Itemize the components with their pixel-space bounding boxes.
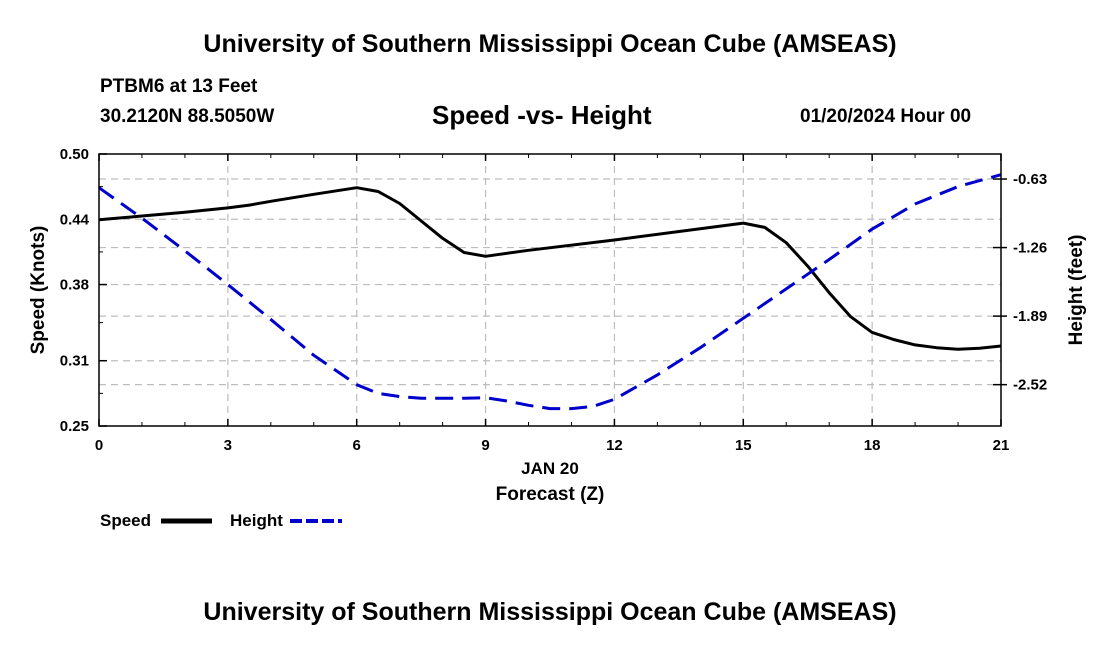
chart-title: University of Southern Mississippi Ocean…	[203, 30, 897, 58]
y-left-tick-label: 0.31	[60, 353, 89, 370]
legend: Speed Height	[100, 511, 342, 530]
x-tick-label: 12	[606, 437, 623, 454]
y-left-tick-label: 0.25	[60, 418, 89, 435]
x-tick-label: 0	[95, 437, 103, 454]
plot-frame	[98, 153, 1002, 427]
coordinates-label: 30.2120N 88.5050W	[100, 106, 275, 127]
x-tick-label: 15	[735, 437, 752, 454]
x-tick-label: 9	[481, 437, 489, 454]
x-tick-label: 6	[353, 437, 361, 454]
y-right-tick-label: -0.63	[1013, 171, 1047, 188]
x-axis-label: Forecast (Z)	[496, 484, 605, 505]
y-right-tick-label: -1.89	[1013, 308, 1047, 325]
speed-series-line	[98, 186, 1002, 351]
y-left-tick-label: 0.38	[60, 277, 89, 294]
x-tick-label: 3	[224, 437, 232, 454]
chart-subtitle: Speed -vs- Height	[432, 100, 652, 130]
x-tick-label: 18	[864, 437, 881, 454]
legend-height-label: Height	[230, 511, 283, 530]
y-right-tick-label: -1.26	[1013, 240, 1047, 257]
forecast-datetime: 01/20/2024 Hour 00	[800, 106, 972, 127]
x-axis-date-label: JAN 20	[521, 459, 579, 478]
height-series-line	[98, 173, 1002, 411]
x-tick-label: 21	[993, 437, 1010, 454]
y-axis-left-label: Speed (Knots)	[28, 226, 49, 355]
y-right-tick-label: -2.52	[1013, 377, 1047, 394]
footer-title: University of Southern Mississippi Ocean…	[203, 598, 897, 626]
station-label: PTBM6 at 13 Feet	[100, 76, 258, 97]
y-left-tick-label: 0.44	[60, 211, 90, 228]
legend-speed-label: Speed	[100, 511, 151, 530]
y-axis-right-label: Height (feet)	[1066, 235, 1087, 346]
y-left-tick-label: 0.50	[60, 146, 89, 163]
